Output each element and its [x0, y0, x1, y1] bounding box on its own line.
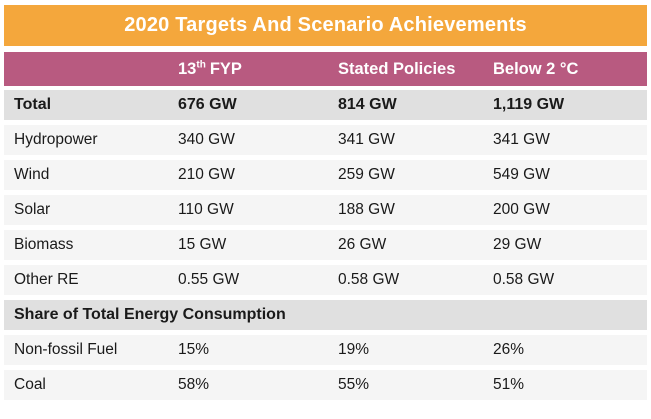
fyp-superscript: th — [196, 59, 206, 70]
table-row-solar: Solar 110 GW 188 GW 200 GW — [4, 195, 647, 225]
row-label: Hydropower — [14, 131, 98, 148]
row-label: Total — [14, 96, 52, 113]
row-label: Other RE — [14, 271, 79, 288]
row-value: 51% — [493, 376, 525, 393]
row-value: 188 GW — [338, 201, 395, 218]
row-value: 0.58 GW — [338, 271, 400, 288]
column-header-below-2c: Below 2 °C — [493, 59, 579, 78]
fyp-base: 13 — [178, 59, 197, 78]
table-title: 2020 Targets And Scenario Achievements — [124, 14, 527, 36]
table-row-other-re: Other RE 0.55 GW 0.58 GW 0.58 GW — [4, 265, 647, 295]
row-value: 814 GW — [338, 96, 397, 113]
row-label: Wind — [14, 166, 50, 183]
row-value: 1,119 GW — [493, 96, 565, 113]
column-header-row: 13th FYP Stated Policies Below 2 °C — [4, 52, 647, 86]
row-value: 55% — [338, 376, 370, 393]
row-value: 58% — [178, 376, 210, 393]
row-value: 341 GW — [338, 131, 395, 148]
row-value: 26 GW — [338, 236, 387, 253]
table-row-total: Total 676 GW 814 GW 1,119 GW — [4, 90, 647, 120]
column-header-stated-policies: Stated Policies — [338, 59, 456, 78]
section-label: Share of Total Energy Consumption — [14, 306, 286, 323]
row-value: 549 GW — [493, 166, 550, 183]
row-value: 200 GW — [493, 201, 550, 218]
row-value: 15% — [178, 341, 210, 358]
table-body: Total 676 GW 814 GW 1,119 GW Hydropower 340 G… — [4, 90, 647, 400]
column-header-13th-fyp: 13th FYP — [178, 60, 338, 79]
table-row-coal: Coal 58% 55% 51% — [4, 370, 647, 400]
row-value: 259 GW — [338, 166, 395, 183]
row-value: 676 GW — [178, 96, 237, 113]
row-value: 340 GW — [178, 131, 235, 148]
row-value: 0.55 GW — [178, 271, 240, 288]
row-value: 15 GW — [178, 236, 227, 253]
table-row-non-fossil-fuel: Non-fossil Fuel 15% 19% 26% — [4, 335, 647, 365]
row-label: Solar — [14, 201, 51, 218]
table-row-biomass: Biomass 15 GW 26 GW 29 GW — [4, 230, 647, 260]
fyp-rest: FYP — [209, 59, 242, 78]
row-value: 26% — [493, 341, 525, 358]
row-value: 341 GW — [493, 131, 550, 148]
row-value: 19% — [338, 341, 370, 358]
row-label: Non-fossil Fuel — [14, 341, 118, 358]
row-label: Biomass — [14, 236, 74, 253]
row-label: Coal — [14, 376, 46, 393]
section-row-share-of-total-energy-consumption: Share of Total Energy Consumption — [4, 300, 647, 330]
table-row-wind: Wind 210 GW 259 GW 549 GW — [4, 160, 647, 190]
row-value: 0.58 GW — [493, 271, 555, 288]
table-row-hydropower: Hydropower 340 GW 341 GW 341 GW — [4, 125, 647, 155]
row-value: 210 GW — [178, 166, 235, 183]
row-value: 29 GW — [493, 236, 542, 253]
table-title-banner: 2020 Targets And Scenario Achievements — [4, 5, 647, 46]
row-value: 110 GW — [178, 201, 234, 218]
